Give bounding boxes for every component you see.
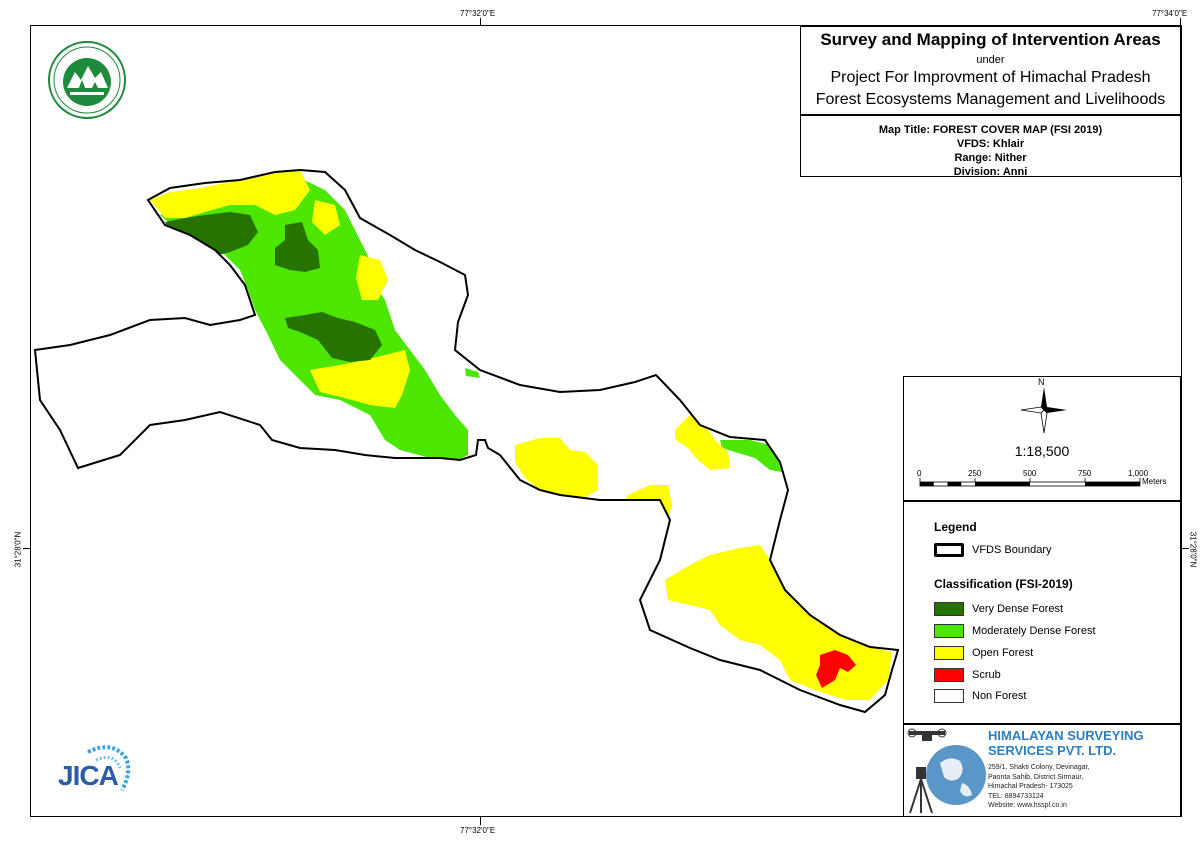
scale-unit: Meters <box>1142 477 1167 486</box>
subtitle-under: under <box>976 54 1005 66</box>
open-forest-region <box>356 255 388 300</box>
coord-tick-top <box>480 18 481 26</box>
legend-title: Legend <box>934 520 977 534</box>
moderately-dense-forest-patch <box>720 440 782 472</box>
map-frame <box>30 25 1182 817</box>
legend-label: Open Forest <box>972 647 1034 659</box>
open-forest-region <box>515 438 598 500</box>
boundary-swatch <box>934 543 964 557</box>
north-label: N <box>1038 377 1045 387</box>
moderately-dense-swatch <box>934 624 964 638</box>
north-arrow-icon <box>1020 387 1067 434</box>
coord-top-center: 77°32'0"E <box>460 9 496 18</box>
coord-tick-bottom <box>480 817 481 825</box>
classification-title: Classification (FSI-2019) <box>934 577 1073 591</box>
legend-label: Scrub <box>972 669 1001 681</box>
map-meta-box: Map Title: FOREST COVER MAP (FSI 2019) V… <box>800 115 1181 178</box>
legend-item-boundary: VFDS Boundary <box>934 542 1051 558</box>
scale-tick-250: 250 <box>968 469 982 478</box>
scale-ratio: 1:18,500 <box>1014 443 1070 459</box>
scale-tick-1000: 1,000 <box>1128 469 1149 478</box>
company-logo-icon <box>907 728 986 814</box>
page-title: Survey and Mapping of Intervention Areas <box>820 30 1161 49</box>
open-forest-region <box>665 545 892 700</box>
coord-bottom-center: 77°32'0"E <box>460 826 496 835</box>
legend-label: Moderately Dense Forest <box>972 625 1096 637</box>
coord-top-right: 77°34'0"E <box>1152 9 1188 18</box>
scale-bar <box>919 478 1141 487</box>
open-forest-swatch <box>934 646 964 660</box>
legend-box: Legend VFDS Boundary Classification (FSI… <box>903 501 1181 724</box>
open-forest-region <box>675 415 730 470</box>
jica-logo-text: JICA <box>58 760 119 791</box>
address-line: Himachal Pradesh- 173025 <box>988 783 1073 790</box>
company-phone: TEL: 8894733124 <box>988 792 1044 800</box>
project-line-1: Project For Improvment of Himachal Prade… <box>830 69 1151 86</box>
very-dense-forest-region <box>275 222 320 272</box>
coord-tick-left <box>23 548 31 549</box>
scrub-region <box>816 650 856 688</box>
jica-logo-mark <box>87 745 131 791</box>
range-name: Range: Nither <box>954 152 1027 164</box>
division-name: Division: Anni <box>953 166 1028 178</box>
title-box: Survey and Mapping of Intervention Areas… <box>800 26 1181 115</box>
legend-item-open: Open Forest <box>934 645 1033 661</box>
coord-tick-top-right <box>1180 18 1181 26</box>
scale-tick-500: 500 <box>1023 469 1037 478</box>
non-forest-swatch <box>934 689 964 703</box>
open-forest-region <box>312 200 340 235</box>
address-line: Paonta Sahib, District Sirmaur, <box>988 773 1084 781</box>
scale-box: N 1:18,500 0 250 500 750 1,000 Meters <box>903 376 1181 501</box>
legend-item-moderately-dense: Moderately Dense Forest <box>934 623 1096 639</box>
legend-item-scrub: Scrub <box>934 667 1001 683</box>
coord-tick-right <box>1181 548 1189 549</box>
open-forest-region <box>310 350 410 408</box>
legend-label: Non Forest <box>972 690 1027 702</box>
open-forest-region <box>150 170 310 218</box>
project-line-2: Forest Ecosystems Management and Livelih… <box>815 91 1166 108</box>
legend-item-non-forest: Non Forest <box>934 688 1026 704</box>
company-name: HIMALAYAN SURVEYING SERVICES PVT. LTD. <box>988 728 1144 758</box>
company-address: 259/1, Shakti Colony, Devinagar, Paonta … <box>988 763 1089 811</box>
legend-item-very-dense: Very Dense Forest <box>934 601 1063 617</box>
very-dense-swatch <box>934 602 964 616</box>
company-website: Website: www.hsspl.co.in <box>988 802 1067 809</box>
moderately-dense-forest-patch <box>465 368 480 378</box>
address-line: 259/1, Shakti Colony, Devinagar, <box>988 764 1090 771</box>
company-name-line-2: SERVICES PVT. LTD. <box>988 743 1117 758</box>
vfds-name: VFDS: Khlair <box>956 138 1025 150</box>
very-dense-forest-region <box>285 312 382 362</box>
legend-label: Very Dense Forest <box>972 603 1064 615</box>
scale-tick-750: 750 <box>1078 469 1092 478</box>
vfds-boundary <box>33 168 900 714</box>
forest-department-logo <box>48 41 126 119</box>
scrub-swatch <box>934 668 964 682</box>
company-box: HIMALAYAN SURVEYING SERVICES PVT. LTD. 2… <box>903 724 1181 817</box>
very-dense-forest-region <box>165 212 258 256</box>
legend-label: VFDS Boundary <box>972 544 1052 556</box>
company-name-line-1: HIMALAYAN SURVEYING <box>988 728 1144 743</box>
map-title: Map Title: FOREST COVER MAP (FSI 2019) <box>878 124 1103 136</box>
scale-tick-0: 0 <box>917 469 922 478</box>
